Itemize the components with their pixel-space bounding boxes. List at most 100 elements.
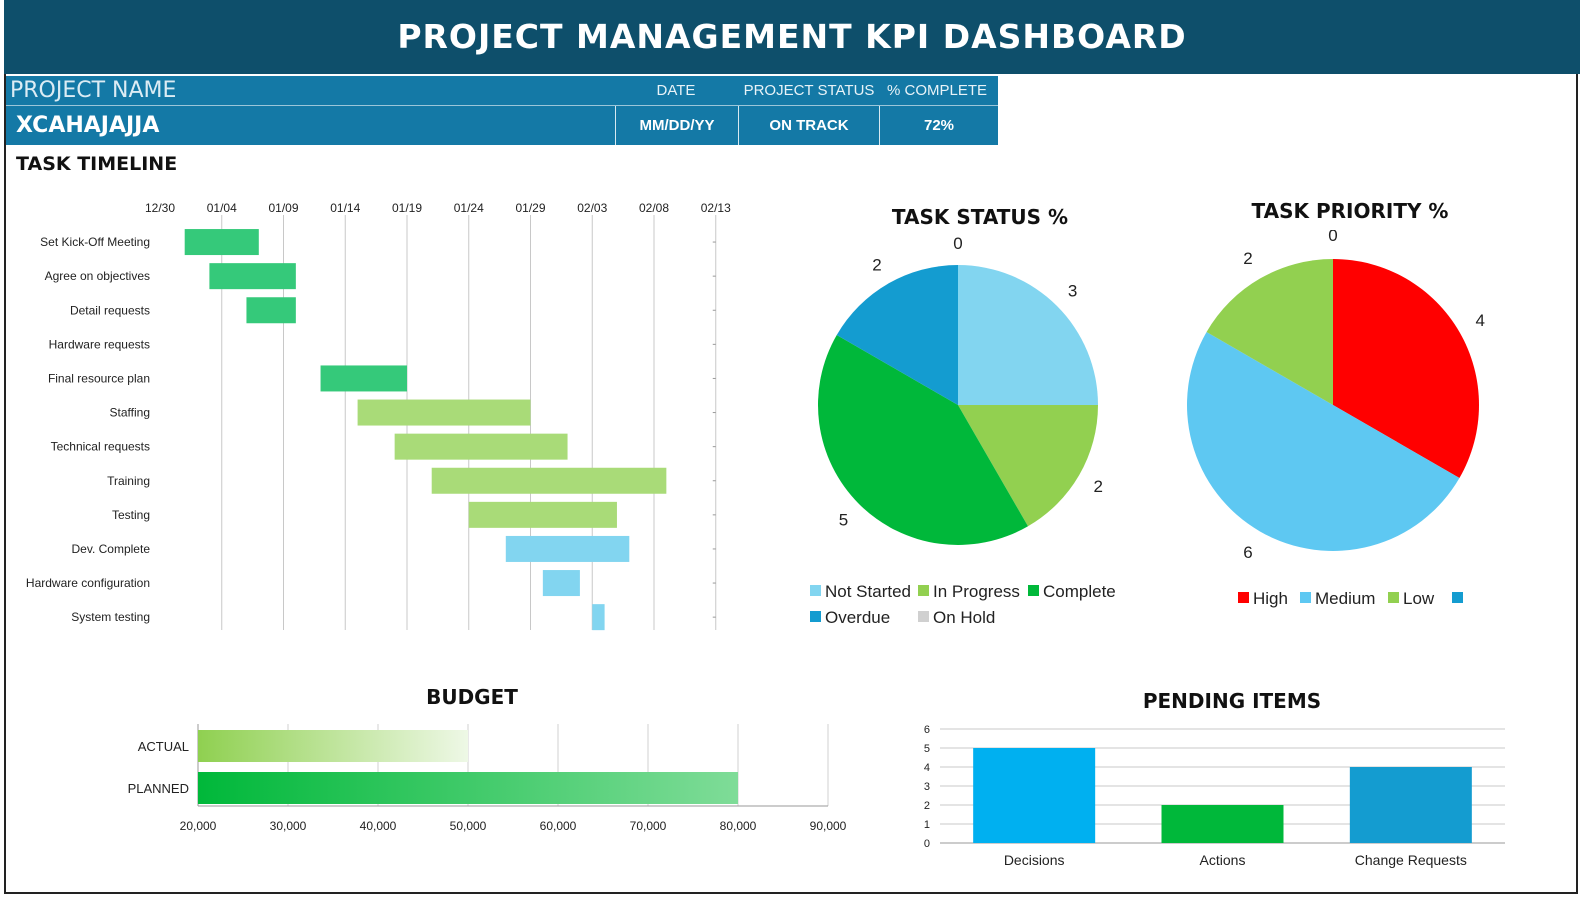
legend-swatch: [1452, 592, 1463, 604]
timeline-tick-label: 01/24: [454, 201, 484, 215]
project-name-value: XCAHAJAJJA: [16, 113, 160, 138]
legend-item: Not Started: [810, 582, 911, 602]
task-bar: [246, 297, 296, 324]
pie-slice: [1187, 332, 1460, 551]
project-info-values: XCAHAJAJJA MM/DD/YY ON TRACK 72%: [6, 105, 998, 145]
pending-bar: [1349, 767, 1472, 843]
legend-item: Overdue: [810, 608, 890, 628]
task-bar: [320, 365, 407, 392]
pie-data-label: 6: [1243, 543, 1252, 562]
budget-tick-label: 90,000: [810, 819, 847, 833]
task-priority-title: TASK PRIORITY %: [1251, 199, 1449, 223]
task-bar: [468, 501, 617, 528]
pie-slice: [958, 405, 1098, 527]
task-label: Hardware configuration: [26, 576, 150, 590]
pending-tick-label: 3: [924, 781, 930, 793]
pending-tick-label: 2: [924, 800, 930, 812]
task-label: Staffing: [110, 406, 150, 420]
budget-category-label: ACTUAL: [138, 739, 189, 754]
divider: [879, 106, 880, 145]
legend-label: In Progress: [933, 582, 1020, 601]
task-label: Final resource plan: [48, 371, 150, 385]
budget-bar: [198, 730, 468, 762]
task-bar: [357, 399, 531, 426]
legend-label: Low: [1403, 589, 1435, 608]
timeline-tick-label: 01/04: [207, 201, 237, 215]
pending-tick-label: 4: [924, 762, 930, 774]
pending-category-label: Change Requests: [1355, 852, 1467, 868]
task-label: Technical requests: [51, 440, 150, 454]
pie-slice: [1206, 259, 1333, 405]
task-timeline-chart: 12/30 01/04 01/09 01/14 01/19 01/24 01/29 02/03…: [26, 201, 731, 631]
legend-swatch: [1388, 592, 1399, 604]
dashboard-title: PROJECT MANAGEMENT KPI DASHBOARD: [397, 17, 1187, 56]
task-label: Hardware requests: [49, 337, 150, 351]
legend-label: On Hold: [933, 608, 996, 627]
pie-slice: [958, 265, 1098, 405]
pending-items-title: PENDING ITEMS: [1142, 689, 1322, 713]
pie-slice: [818, 335, 1028, 545]
dashboard-frame: [4, 74, 1578, 894]
legend-label: High: [1253, 589, 1288, 608]
budget-category-label: PLANNED: [128, 781, 189, 796]
budget-tick-label: 70,000: [630, 819, 667, 833]
budget-chart: 20,000 30,000 40,000 50,000 60,000 70,000 80,0…: [128, 724, 847, 833]
task-label: Detail requests: [70, 303, 150, 317]
legend-item: In Progress: [918, 582, 1020, 602]
pie-slice: [836, 265, 958, 405]
pending-tick-label: 1: [924, 819, 930, 831]
legend-item: On Hold: [918, 608, 995, 628]
task-priority-pie-chart: 4 6 2 0: [1187, 230, 1485, 562]
legend-swatch: [1238, 592, 1249, 604]
date-value: MM/DD/YY: [639, 117, 715, 134]
divider: [615, 106, 616, 145]
pending-category-label: Actions: [1200, 852, 1246, 868]
pie-data-label: 2: [872, 256, 881, 275]
legend-item: Medium: [1300, 589, 1375, 609]
legend-swatch: [810, 611, 821, 623]
legend-swatch: [918, 611, 929, 623]
pie-data-label: 2: [1243, 249, 1252, 268]
task-priority-legend: High Medium Low: [1238, 589, 1478, 619]
pie-data-label: 0: [953, 235, 962, 253]
task-bar: [592, 604, 605, 631]
legend-item: Low: [1388, 589, 1434, 609]
pending-bar: [973, 748, 1096, 843]
pending-category-label: Decisions: [1004, 852, 1065, 868]
legend-item: [1452, 589, 1467, 609]
timeline-tick-label: 01/14: [330, 201, 360, 215]
timeline-tick-label: 01/09: [268, 201, 298, 215]
pie-data-label: 3: [1068, 281, 1077, 300]
timeline-tick-label: 02/08: [639, 201, 669, 215]
task-bar: [505, 535, 630, 562]
legend-item: Complete: [1028, 582, 1116, 602]
task-label: Testing: [112, 508, 150, 522]
budget-tick-label: 20,000: [180, 819, 217, 833]
legend-swatch: [1300, 592, 1311, 604]
task-label: Agree on objectives: [45, 269, 150, 283]
pending-tick-label: 5: [924, 743, 930, 755]
task-label: Training: [107, 474, 150, 488]
task-timeline-title: TASK TIMELINE: [16, 153, 178, 175]
pending-tick-label: 0: [924, 838, 930, 850]
pending-tick-label: 6: [924, 725, 930, 736]
budget-tick-label: 30,000: [270, 819, 307, 833]
task-status-pie-chart: 3 2 5 2 0: [818, 235, 1103, 545]
pending-items-chart: 0 1 2 3 4 5 6 Decisions Actions Change Requests: [924, 725, 1505, 868]
legend-swatch: [918, 585, 929, 597]
percent-complete-value: 72%: [923, 117, 955, 134]
pie-data-label: 0: [1328, 230, 1337, 245]
task-bar: [431, 467, 667, 494]
pending-bar: [1161, 805, 1284, 843]
task-label: System testing: [71, 610, 150, 624]
pie-slice: [1333, 259, 1479, 478]
budget-tick-label: 50,000: [450, 819, 487, 833]
timeline-tick-label: 02/03: [577, 201, 607, 215]
task-label: Set Kick-Off Meeting: [40, 235, 150, 249]
task-label: Dev. Complete: [72, 542, 151, 556]
task-bar: [184, 229, 259, 256]
task-status-title: TASK STATUS %: [891, 205, 1069, 229]
budget-title: BUDGET: [426, 685, 518, 709]
legend-label: Overdue: [825, 608, 891, 627]
pie-data-label: 2: [1094, 477, 1103, 496]
